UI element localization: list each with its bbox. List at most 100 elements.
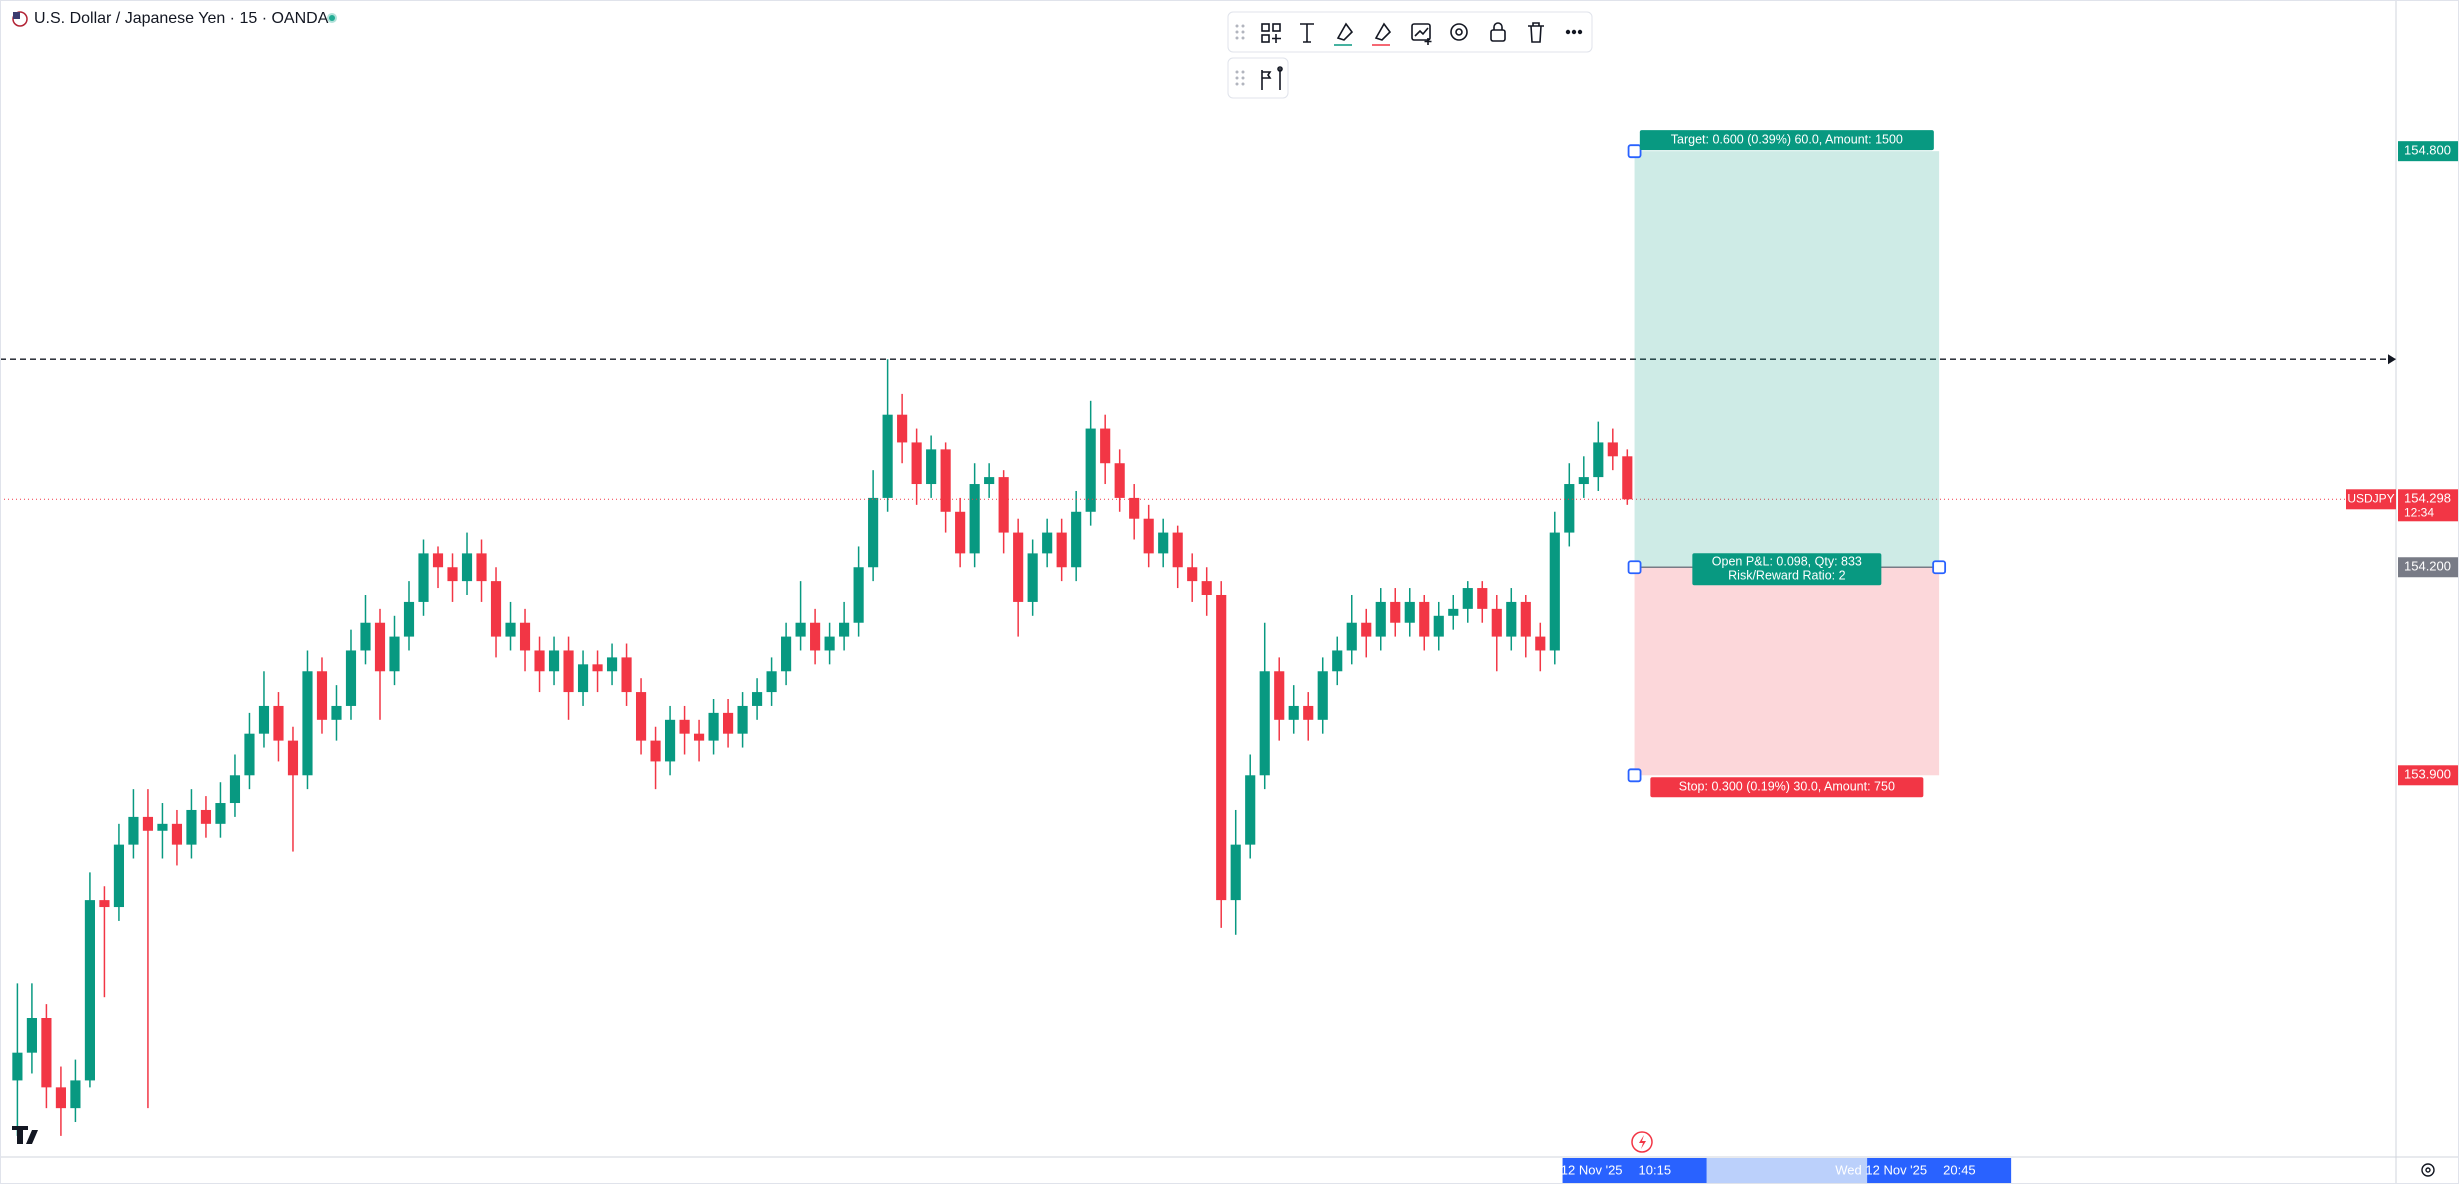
candle-body (316, 671, 328, 720)
last-price-tag: 154.298 (2404, 491, 2451, 506)
toolbar-panel (1227, 11, 1593, 53)
candle-body (215, 803, 226, 824)
candle-body (360, 622, 371, 651)
candle-body (679, 719, 690, 734)
tradingview-logo[interactable] (12, 1126, 38, 1144)
candle-body (1622, 456, 1633, 500)
templates-button[interactable] (1261, 23, 1281, 43)
position-tool-button[interactable] (1261, 66, 1283, 90)
candle-body (12, 1052, 23, 1081)
start-time-tag (1562, 1158, 1707, 1184)
settings-button[interactable] (1450, 23, 1468, 41)
fill-color-button[interactable] (1372, 22, 1392, 46)
settings-chart-button[interactable] (1411, 23, 1432, 45)
candle-body (1230, 844, 1241, 901)
more-button[interactable] (1565, 29, 1583, 35)
candle-body (490, 581, 502, 637)
drag-handle[interactable] (1235, 70, 1245, 86)
candle-body (273, 705, 284, 741)
candle-body (1578, 477, 1589, 485)
countdown-tag: 12:34 (2404, 505, 2434, 519)
candle-body (157, 823, 168, 831)
position-handle[interactable] (1627, 560, 1642, 575)
candle-body (1491, 608, 1502, 637)
candle-body (1404, 601, 1415, 623)
candle-body (1361, 622, 1372, 637)
candle-body (1506, 601, 1517, 637)
candle-body (882, 414, 893, 498)
candle-body (664, 719, 676, 762)
candle-body (1477, 588, 1488, 609)
candle-body (1274, 671, 1285, 720)
candle-body (1462, 588, 1473, 609)
candle-body (534, 650, 545, 672)
candle-body (969, 484, 980, 554)
position-handle[interactable] (1627, 768, 1642, 783)
candle-body (621, 657, 632, 693)
candle-body (186, 809, 197, 845)
position-handle[interactable] (1627, 144, 1642, 159)
candle-body (1390, 601, 1401, 623)
candle-body (142, 816, 154, 831)
time-axis[interactable] (0, 1157, 2396, 1184)
candle-body (418, 553, 429, 602)
candle-body (200, 809, 212, 824)
drag-handle[interactable] (1235, 24, 1245, 40)
candle-body (1245, 775, 1256, 845)
candle-body (70, 1080, 81, 1109)
candle-body (708, 712, 719, 741)
candle-body (635, 692, 647, 741)
symbol-title: U.S. Dollar / Japanese Yen · 15 · OANDA (34, 10, 329, 27)
candle-body (1549, 532, 1560, 651)
delete-button[interactable] (1528, 22, 1544, 43)
text-button[interactable] (1300, 23, 1314, 43)
candle-body (1317, 671, 1328, 720)
line-color-button[interactable] (1334, 22, 1354, 46)
target-price-tag: 154.800 (2404, 143, 2451, 158)
toolbar-panel-small (1227, 57, 1289, 99)
price-axis[interactable] (2396, 0, 2459, 1184)
candle-body (99, 900, 110, 908)
candle-body (1143, 518, 1154, 554)
candle-body (998, 477, 1009, 533)
candle-body (113, 844, 125, 908)
candle-body (940, 449, 951, 512)
stop-price-tag-bg (2398, 765, 2459, 786)
symbol-tag: USDJPY (2347, 491, 2394, 505)
candle-body (1433, 615, 1444, 637)
candle-body (650, 740, 661, 762)
horizontal-line-arrow (2388, 354, 2396, 365)
candle-body (1448, 608, 1459, 616)
candle-body (737, 705, 748, 734)
flag-icon-canton (13, 12, 20, 19)
candle-body (476, 553, 487, 582)
candle-body (345, 650, 357, 706)
candle-body (128, 816, 139, 845)
candle-body (1158, 532, 1169, 554)
candle-body (926, 449, 937, 485)
price-tags: Wed 12 Nov '25 10:15 Wed 12 Nov '25 20:45 15… (1531, 141, 2459, 1184)
stop-label: Stop: 0.300 (0.19%) 30.0, Amount: 750 (1679, 780, 1895, 794)
candle-body (693, 733, 705, 741)
candle-body (1187, 567, 1198, 582)
axis-settings-button[interactable] (2421, 1163, 2435, 1177)
candle-body (229, 775, 241, 804)
stop-label-bg (1650, 777, 1924, 798)
candle-body (26, 1018, 37, 1053)
last-price-tag-bg (2398, 489, 2459, 522)
candle-body (897, 414, 908, 443)
target-price-tag-bg (2398, 141, 2459, 162)
position-handle[interactable] (1932, 560, 1947, 575)
lock-button[interactable] (1490, 22, 1506, 42)
symbol-header[interactable]: U.S. Dollar / Japanese Yen · 15 · OANDA (12, 10, 337, 27)
replay-button[interactable] (1631, 1131, 1653, 1153)
entry-price-tag: 154.200 (2404, 559, 2451, 574)
candle-body (331, 705, 342, 720)
candle-body (1071, 511, 1082, 568)
drawing-toolbar (1227, 11, 1593, 99)
candle-body (1013, 532, 1024, 602)
candle-body (1056, 532, 1067, 568)
candle-body (171, 823, 183, 845)
candle-body (606, 657, 618, 672)
candle-body (1593, 442, 1604, 478)
